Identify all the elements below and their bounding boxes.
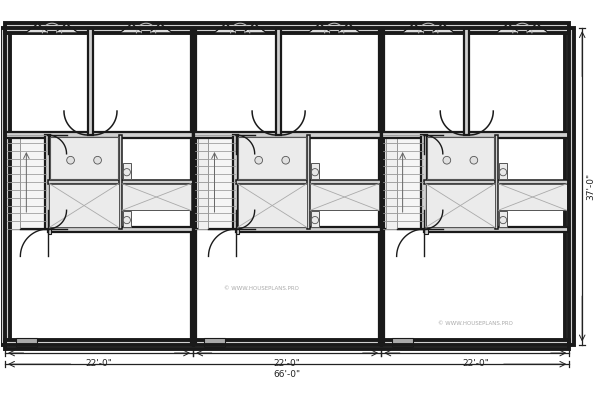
Bar <box>204 338 225 347</box>
Bar <box>122 211 131 227</box>
Bar <box>421 135 427 229</box>
Bar <box>50 137 118 180</box>
Text: 22'-0": 22'-0" <box>86 359 112 368</box>
Bar <box>5 23 569 33</box>
Polygon shape <box>431 24 455 33</box>
Bar <box>48 180 193 184</box>
Bar <box>236 227 381 232</box>
Bar <box>191 28 196 344</box>
Bar <box>424 180 569 184</box>
Bar <box>464 28 469 135</box>
Bar <box>122 163 131 178</box>
Polygon shape <box>26 24 50 33</box>
Polygon shape <box>148 24 172 33</box>
Bar <box>238 137 306 180</box>
Bar <box>495 135 499 229</box>
Bar <box>5 28 569 344</box>
Bar <box>424 227 428 234</box>
Bar <box>276 28 281 135</box>
Bar <box>427 137 494 180</box>
Bar <box>16 338 37 347</box>
Text: © WWW.HOUSEPLANS.PRO: © WWW.HOUSEPLANS.PRO <box>438 321 513 325</box>
Bar <box>311 163 319 178</box>
Bar <box>386 135 397 229</box>
Bar <box>49 184 119 227</box>
Circle shape <box>443 156 451 164</box>
Polygon shape <box>337 24 361 33</box>
Text: 66'-0": 66'-0" <box>274 370 301 379</box>
Circle shape <box>255 156 263 164</box>
Bar <box>88 28 93 135</box>
Bar <box>310 184 379 210</box>
Circle shape <box>123 216 130 224</box>
Bar <box>48 227 193 232</box>
Bar <box>45 135 50 229</box>
Circle shape <box>500 216 506 224</box>
Bar <box>193 135 236 229</box>
Bar <box>193 132 381 138</box>
Circle shape <box>94 156 101 164</box>
Bar <box>424 227 569 232</box>
Text: © WWW.HOUSEPLANS.PRO: © WWW.HOUSEPLANS.PRO <box>224 286 299 292</box>
Bar <box>381 132 569 138</box>
Bar <box>236 180 381 184</box>
Polygon shape <box>496 24 520 33</box>
Bar <box>236 227 239 234</box>
Circle shape <box>470 156 478 164</box>
Circle shape <box>311 169 319 176</box>
Circle shape <box>500 169 506 176</box>
Polygon shape <box>120 24 143 33</box>
Bar <box>499 184 567 210</box>
Polygon shape <box>242 24 266 33</box>
Bar <box>238 184 307 227</box>
Bar <box>5 132 193 138</box>
Bar <box>10 135 20 229</box>
Polygon shape <box>214 24 238 33</box>
Polygon shape <box>55 24 79 33</box>
Bar <box>307 135 310 229</box>
Bar <box>5 135 48 229</box>
Polygon shape <box>308 24 332 33</box>
Bar <box>565 28 574 344</box>
Bar <box>381 135 424 229</box>
Bar <box>122 184 191 210</box>
Bar <box>379 28 384 344</box>
Bar <box>426 184 495 227</box>
Circle shape <box>123 169 130 176</box>
Bar <box>119 135 122 229</box>
Bar <box>392 338 413 347</box>
Text: 22'-0": 22'-0" <box>462 359 489 368</box>
Circle shape <box>67 156 74 164</box>
Bar <box>311 211 319 227</box>
Text: 37'-0": 37'-0" <box>586 173 595 200</box>
Polygon shape <box>402 24 426 33</box>
Bar <box>233 135 238 229</box>
Polygon shape <box>525 24 548 33</box>
Bar <box>48 227 52 234</box>
Bar <box>499 163 508 178</box>
Circle shape <box>311 216 319 224</box>
Bar <box>0 28 10 344</box>
Bar <box>5 340 569 349</box>
Bar <box>499 211 508 227</box>
Text: 22'-0": 22'-0" <box>274 359 301 368</box>
Bar <box>198 135 208 229</box>
Circle shape <box>282 156 290 164</box>
